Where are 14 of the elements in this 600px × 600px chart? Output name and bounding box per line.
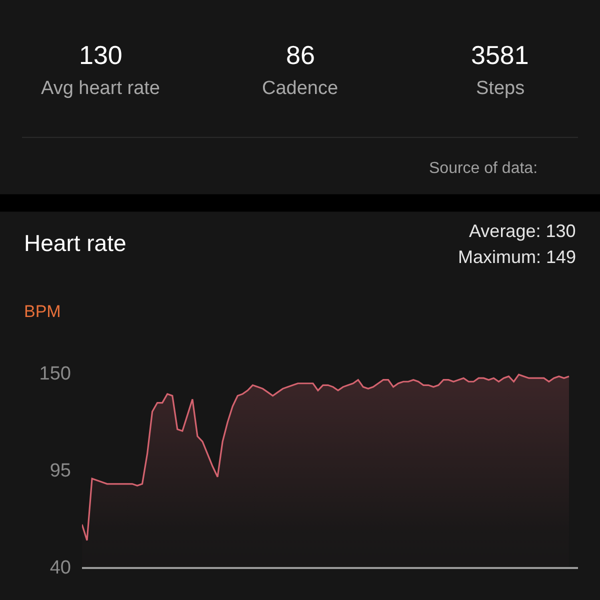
- text: Average: 130: [469, 221, 576, 241]
- data-label: 130: [79, 40, 122, 70]
- y-tick-label: 150: [39, 363, 71, 384]
- y-axis-title: BPM: [24, 302, 61, 321]
- category-label: Steps: [476, 78, 525, 99]
- text: Maximum: 149: [458, 247, 576, 267]
- data-label: 86: [286, 40, 315, 70]
- y-tick-label: 40: [50, 557, 71, 578]
- category-label: Avg heart rate: [41, 78, 160, 99]
- y-tick-label: 95: [50, 460, 71, 482]
- chart-title: Heart rate: [24, 230, 126, 256]
- data-label: 3581: [471, 40, 529, 70]
- source-note: Source of data:: [429, 160, 538, 177]
- category-label: Cadence: [262, 78, 338, 99]
